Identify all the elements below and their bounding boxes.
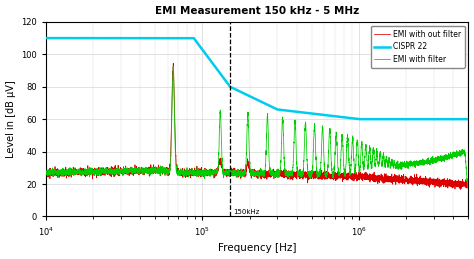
EMI with out filter [43,170,49,173]
CISPR 22 [457,118,463,121]
EMI with out filter [465,187,471,190]
CISPR 22 [356,118,362,121]
CISPR 22 [223,80,229,83]
EMI with filter [297,174,302,177]
CISPR 22 [91,37,97,40]
EMI with filter [465,184,471,187]
CISPR 22 [465,118,471,121]
CISPR 22 [116,37,122,40]
Y-axis label: Level in [dB μV]: Level in [dB μV] [6,80,16,158]
X-axis label: Frequency [Hz]: Frequency [Hz] [218,243,296,254]
Line: EMI with filter: EMI with filter [46,67,468,188]
EMI with filter [43,173,49,176]
EMI with out filter [318,171,324,175]
CISPR 22 [205,55,211,59]
EMI with out filter [205,174,210,177]
EMI with filter [171,65,176,68]
EMI with filter [391,164,396,167]
EMI with filter [205,172,210,176]
CISPR 22 [412,118,418,121]
EMI with filter [465,186,471,190]
Text: 150kHz: 150kHz [233,209,260,215]
EMI with out filter [358,177,364,180]
Legend: EMI with out filter, CISPR 22, EMI with filter: EMI with out filter, CISPR 22, EMI with … [371,26,465,68]
EMI with out filter [120,171,126,174]
EMI with out filter [297,172,302,175]
EMI with out filter [391,175,396,178]
EMI with filter [358,144,364,147]
CISPR 22 [43,37,49,40]
EMI with out filter [457,188,463,191]
Line: CISPR 22: CISPR 22 [46,38,468,119]
EMI with filter [120,169,126,172]
EMI with out filter [171,62,176,65]
Title: EMI Measurement 150 kHz - 5 MHz: EMI Measurement 150 kHz - 5 MHz [155,5,359,16]
Line: EMI with out filter: EMI with out filter [46,63,468,189]
EMI with filter [318,164,324,167]
